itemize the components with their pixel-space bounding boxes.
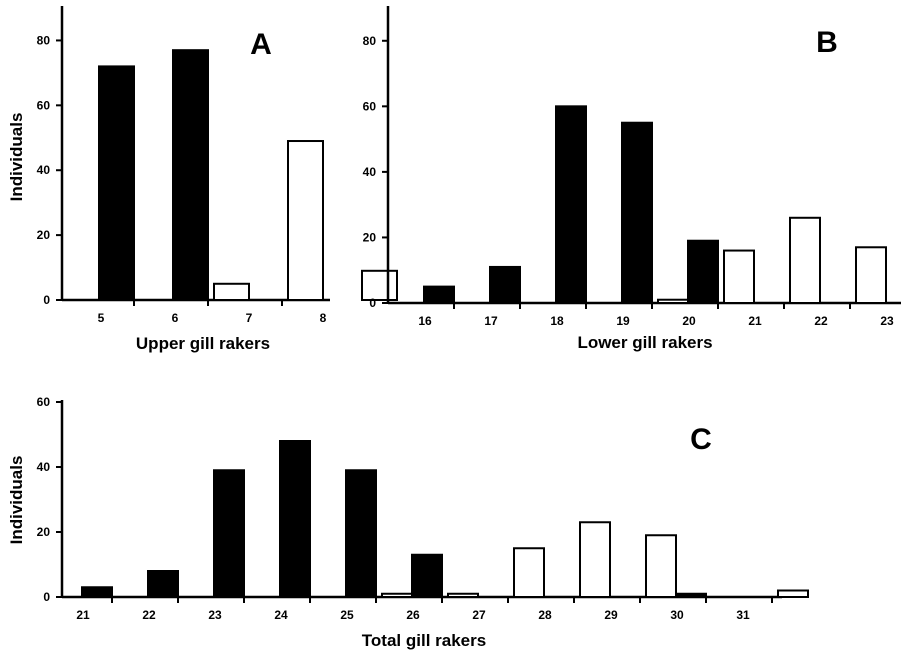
y-tick-label: 40 xyxy=(37,163,51,177)
x-tick-label: 21 xyxy=(76,608,90,622)
filled-bar-19 xyxy=(621,121,653,304)
x-tick-label: 5 xyxy=(98,311,105,325)
x-tick-label: 7 xyxy=(246,311,253,325)
x-axis-title: Lower gill rakers xyxy=(577,333,712,352)
panel-c: 0 20 40 60 21 22 23 24 25 26 27 28 29 30 31 Total gill … xyxy=(7,395,809,650)
y-tick-label: 20 xyxy=(37,228,51,242)
x-axis-title: Total gill rakers xyxy=(362,631,486,650)
x-tick-label: 29 xyxy=(604,608,618,622)
x-tick-label: 25 xyxy=(340,608,354,622)
y-tick-label: 0 xyxy=(43,293,50,307)
open-bar-22 xyxy=(855,246,887,304)
filled-bar-16 xyxy=(423,285,455,305)
filled-bar-23 xyxy=(213,469,245,598)
y-tick-label: 0 xyxy=(369,296,376,310)
panel-letter: B xyxy=(816,26,838,59)
panel-b: 0 20 40 60 80 16 17 18 19 20 21 22 23 Lower gill rake… xyxy=(363,6,901,352)
y-tick-label: 40 xyxy=(363,165,377,179)
filled-bar-18 xyxy=(555,105,587,305)
x-tick-label: 22 xyxy=(814,314,828,328)
filled-bar-26 xyxy=(411,553,443,598)
filled-bar-25 xyxy=(345,469,377,598)
x-tick-label: 26 xyxy=(406,608,420,622)
filled-bar-20 xyxy=(687,239,719,305)
filled-bar-21 xyxy=(81,586,113,598)
x-tick-label: 16 xyxy=(418,314,432,328)
y-tick-label: 80 xyxy=(37,33,51,47)
y-tick-label: 60 xyxy=(37,395,51,409)
y-tick-label: 20 xyxy=(363,230,377,244)
filled-bar-22 xyxy=(147,570,179,598)
open-bar-20 xyxy=(723,249,755,304)
filled-bar-30 xyxy=(675,592,707,598)
filled-bar-17 xyxy=(489,265,521,305)
y-tick-label: 60 xyxy=(37,98,51,112)
x-tick-label: 18 xyxy=(550,314,564,328)
x-tick-label: 23 xyxy=(880,314,894,328)
open-bar-29 xyxy=(645,534,677,598)
open-bar-26 xyxy=(447,592,479,598)
y-tick-label: 40 xyxy=(37,460,51,474)
open-bar-6 xyxy=(213,282,250,301)
open-bar-8 xyxy=(361,269,398,301)
open-bar-7 xyxy=(287,140,324,301)
x-tick-label: 8 xyxy=(320,311,327,325)
x-tick-label: 21 xyxy=(748,314,762,328)
open-bar-25 xyxy=(381,592,413,598)
filled-bar-6 xyxy=(172,49,209,301)
x-tick-label: 22 xyxy=(142,608,156,622)
x-tick-label: 6 xyxy=(172,311,179,325)
open-bar-31 xyxy=(777,589,809,598)
x-tick-label: 24 xyxy=(274,608,288,622)
y-tick-label: 80 xyxy=(363,34,377,48)
panel-a: 0 20 40 60 80 5 6 7 8 Upper gill rakers Individual… xyxy=(7,6,398,353)
y-axis-title: Individuals xyxy=(7,456,26,545)
x-tick-label: 23 xyxy=(208,608,222,622)
x-axis-title: Upper gill rakers xyxy=(136,334,270,353)
y-axis-title: Individuals xyxy=(7,113,26,202)
y-tick-label: 20 xyxy=(37,525,51,539)
x-tick-label: 28 xyxy=(538,608,552,622)
filled-bar-24 xyxy=(279,440,311,598)
y-tick-label: 0 xyxy=(43,590,50,604)
y-tick-label: 60 xyxy=(363,99,377,113)
x-tick-label: 17 xyxy=(484,314,498,328)
x-tick-label: 20 xyxy=(682,314,696,328)
open-bar-28 xyxy=(579,521,611,598)
open-bar-21 xyxy=(789,216,821,304)
open-bar-27 xyxy=(513,547,545,598)
filled-bar-5 xyxy=(98,65,135,302)
panel-letter: C xyxy=(690,423,712,456)
x-tick-label: 30 xyxy=(670,608,684,622)
panel-letter: A xyxy=(250,28,272,61)
open-bar-19 xyxy=(657,298,689,305)
x-tick-label: 27 xyxy=(472,608,486,622)
x-tick-label: 31 xyxy=(736,608,750,622)
x-tick-label: 19 xyxy=(616,314,630,328)
